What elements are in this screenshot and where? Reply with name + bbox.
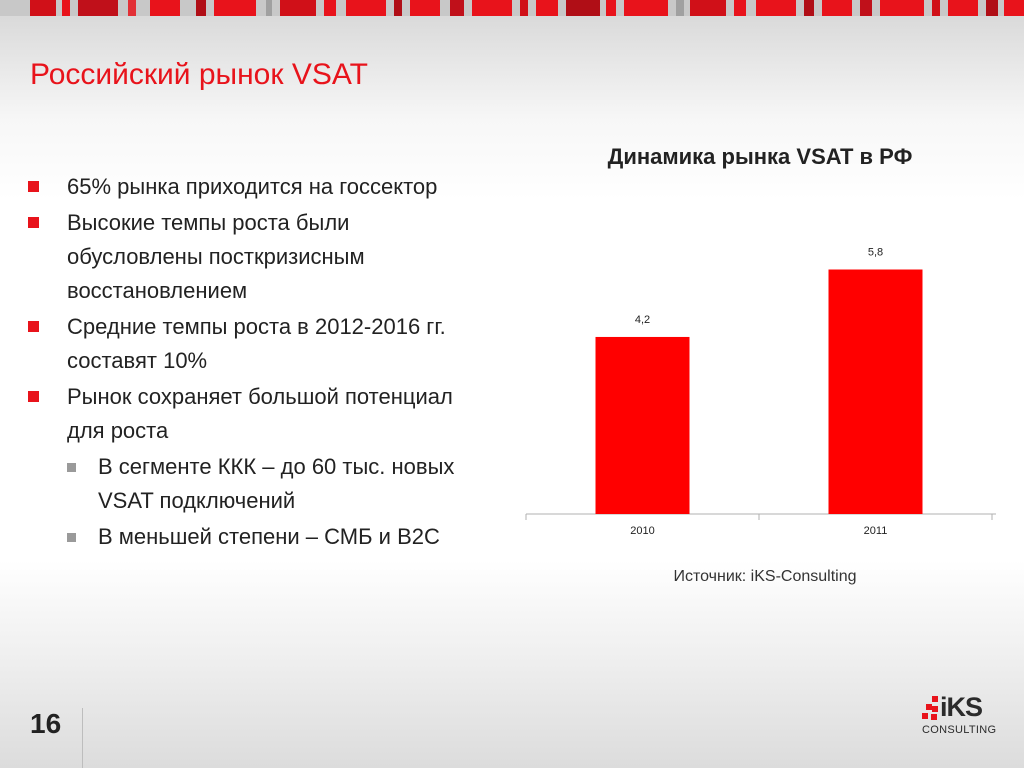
bullet-item: 65% рынка приходится на госсектор	[28, 170, 488, 204]
sub-bullet-item: В сегменте ККК – до 60 тыс. новых VSAT п…	[28, 450, 488, 518]
stripe-segment	[346, 0, 386, 16]
sub-bullet-text: В меньшей степени – СМБ и B2C	[98, 524, 440, 549]
logo-dot	[931, 714, 937, 720]
stripe-segment	[394, 0, 402, 16]
stripe-segment	[756, 0, 796, 16]
bar-2011	[828, 269, 923, 514]
sub-bullet-item: В меньшей степени – СМБ и B2C	[28, 520, 488, 554]
stripe-segment	[734, 0, 746, 16]
page-number: 16	[30, 708, 62, 739]
bullet-item: Средние темпы роста в 2012-2016 гг. сост…	[28, 310, 488, 378]
stripe-segment	[472, 0, 512, 16]
logo-dot	[922, 713, 928, 719]
stripe-segment	[324, 0, 336, 16]
stripe-segment	[450, 0, 464, 16]
stripe-segment	[128, 0, 136, 16]
footer-divider	[82, 708, 83, 768]
stripe-segment	[78, 0, 118, 16]
stripe-segment	[932, 0, 940, 16]
iks-consulting-logo: iKS CONSULTING	[918, 692, 998, 740]
stripe-segment	[676, 0, 684, 16]
stripe-segment	[880, 0, 924, 16]
red-square-icon	[28, 181, 39, 192]
tick-label-2011: 2011	[864, 525, 888, 537]
stripe-segment	[804, 0, 814, 16]
tick-label-2010: 2010	[630, 525, 654, 537]
chart-source: Источник: iKS-Consulting	[673, 568, 857, 585]
stripe-segment	[520, 0, 528, 16]
bullet-text: Средние темпы роста в 2012-2016 гг. сост…	[67, 314, 446, 373]
bullet-list: 65% рынка приходится на госсектор Высоки…	[28, 170, 488, 556]
stripe-segment	[986, 0, 998, 16]
bullet-text: 65% рынка приходится на госсектор	[67, 174, 438, 199]
stripe-segment	[410, 0, 440, 16]
bar-2010	[595, 336, 690, 514]
stripe-segment	[690, 0, 726, 16]
stripe-segment	[30, 0, 56, 16]
bullet-text: Высокие темпы роста были обусловлены пос…	[67, 210, 365, 303]
stripe-segment	[280, 0, 316, 16]
stripe-segment	[62, 0, 70, 16]
logo-dot	[932, 706, 938, 712]
stripe-segment	[1004, 0, 1024, 16]
stripe-segment	[606, 0, 616, 16]
bar-chart: 4,2 2010 5,8 2011	[525, 247, 996, 537]
logo-sub-text: CONSULTING	[922, 724, 997, 736]
red-square-icon	[28, 391, 39, 402]
gray-square-icon	[67, 533, 76, 542]
decorative-stripe-bar	[0, 0, 1024, 16]
bullet-text: Рынок сохраняет большой потенциал для ро…	[67, 384, 453, 443]
stripe-segment	[860, 0, 872, 16]
stripe-segment	[948, 0, 978, 16]
stripe-segment	[150, 0, 180, 16]
stripe-segment	[214, 0, 256, 16]
stripe-segment	[566, 0, 600, 16]
data-label-2011: 5,8	[868, 247, 883, 259]
red-square-icon	[28, 217, 39, 228]
data-label-2010: 4,2	[635, 314, 650, 326]
bullet-item: Рынок сохраняет большой потенциал для ро…	[28, 380, 488, 448]
stripe-segment	[822, 0, 852, 16]
logo-main-text: iKS	[940, 692, 983, 722]
stripe-segment	[196, 0, 206, 16]
gray-square-icon	[67, 463, 76, 472]
logo-dot	[926, 704, 932, 710]
logo-dot	[932, 696, 938, 702]
chart-title: Динамика рынка VSAT в РФ	[607, 144, 913, 169]
sub-bullet-text: В сегменте ККК – до 60 тыс. новых VSAT п…	[98, 454, 455, 513]
bullet-item: Высокие темпы роста были обусловлены пос…	[28, 206, 488, 308]
red-square-icon	[28, 321, 39, 332]
slide-title: Российский рынок VSAT	[30, 58, 368, 91]
stripe-segment	[624, 0, 668, 16]
stripe-segment	[536, 0, 558, 16]
stripe-segment	[266, 0, 272, 16]
